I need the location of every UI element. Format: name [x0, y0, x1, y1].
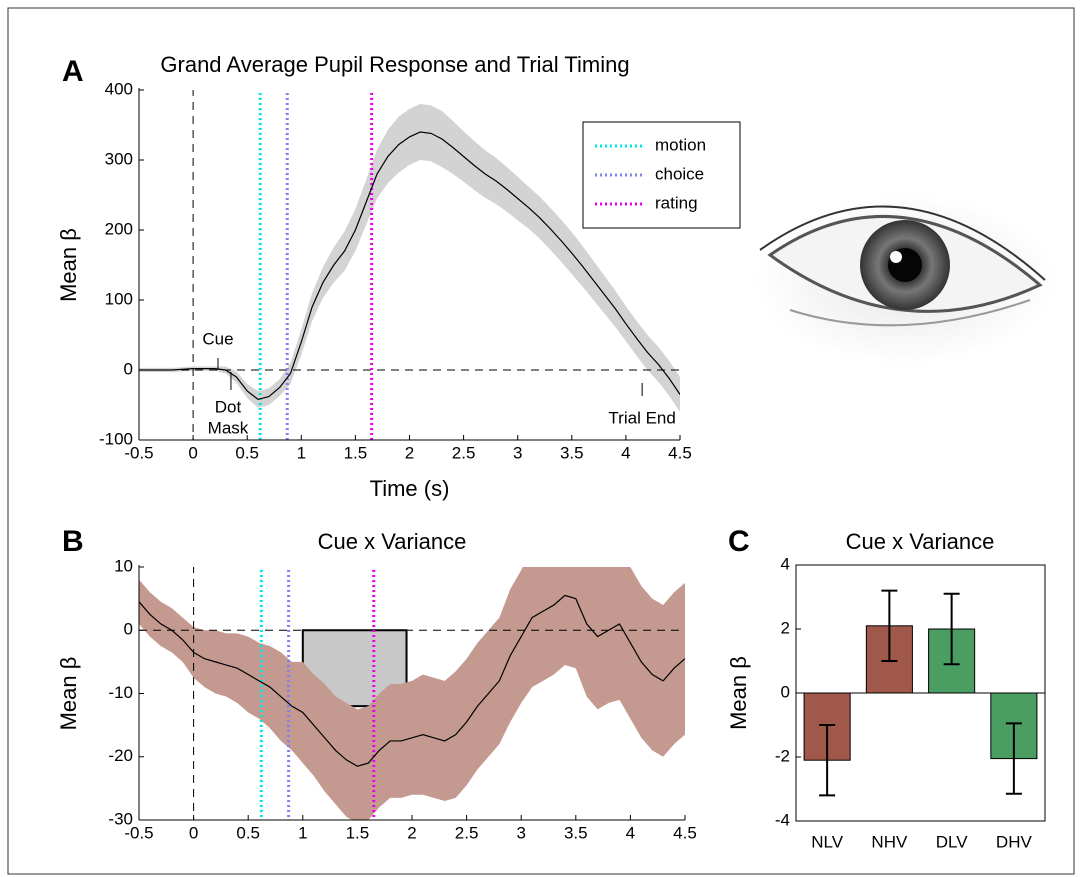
- x-tick-label: 0.5: [236, 823, 260, 842]
- y-axis-label: Mean β: [56, 228, 81, 302]
- x-tick-label: 2.5: [452, 443, 476, 462]
- x-tick-label: 2.5: [455, 823, 479, 842]
- y-tick-label: -2: [775, 746, 790, 765]
- figure: A Grand Average Pupil Response and Trial …: [0, 0, 1083, 877]
- annotation: Trial End: [608, 408, 675, 427]
- x-tick-label: 4.5: [668, 443, 692, 462]
- x-tick-label: 0: [188, 443, 197, 462]
- legend-label: choice: [655, 164, 704, 183]
- x-tick-label: NLV: [811, 832, 843, 851]
- panel-label: B: [62, 525, 84, 558]
- annotation: Dot: [215, 397, 242, 416]
- error-band: [139, 526, 685, 823]
- y-tick-label: 0: [124, 359, 133, 378]
- x-tick-label: 1.5: [344, 443, 368, 462]
- x-tick-label: 3: [513, 443, 522, 462]
- y-tick-label: 300: [105, 149, 133, 168]
- y-axis-label: Mean β: [56, 657, 81, 731]
- x-tick-label: 3: [516, 823, 525, 842]
- legend-label: rating: [655, 193, 698, 212]
- x-tick-label: 2: [405, 443, 414, 462]
- y-axis-label: Mean β: [726, 656, 751, 730]
- x-tick-label: 4.5: [673, 823, 697, 842]
- chart-title: Grand Average Pupil Response and Trial T…: [160, 52, 629, 77]
- y-tick-label: 0: [124, 620, 133, 639]
- x-tick-label: 1.5: [346, 823, 370, 842]
- y-tick-label: -4: [775, 810, 790, 829]
- x-tick-label: 1: [298, 823, 307, 842]
- y-tick-label: -10: [108, 683, 133, 702]
- x-tick-label: 4: [621, 443, 630, 462]
- x-tick-label: 3.5: [564, 823, 588, 842]
- legend-label: motion: [655, 135, 706, 154]
- panel-label: A: [62, 55, 84, 88]
- frame: [8, 8, 1074, 874]
- x-tick-label: DHV: [996, 832, 1033, 851]
- y-tick-label: 10: [114, 556, 133, 575]
- x-tick-label: DLV: [936, 832, 968, 851]
- panel-label: C: [728, 525, 750, 558]
- y-tick-label: 4: [781, 554, 790, 573]
- x-tick-label: 4: [626, 823, 635, 842]
- y-tick-label: 100: [105, 289, 133, 308]
- eye-illustration: [755, 195, 1055, 365]
- x-tick-label: 0.5: [235, 443, 259, 462]
- annotation: Mask: [208, 418, 249, 437]
- y-tick-label: 0: [781, 682, 790, 701]
- chart-title: Cue x Variance: [318, 529, 467, 554]
- y-tick-label: -20: [108, 746, 133, 765]
- x-tick-label: 0: [189, 823, 198, 842]
- chart-title: Cue x Variance: [846, 529, 995, 554]
- x-axis-label: Time (s): [370, 476, 450, 501]
- y-tick-label: 200: [105, 219, 133, 238]
- y-tick-label: 2: [781, 618, 790, 637]
- x-tick-label: NHV: [871, 832, 908, 851]
- annotation: Cue: [202, 329, 233, 348]
- y-tick-label: 400: [105, 79, 133, 98]
- x-tick-label: -0.5: [124, 443, 153, 462]
- x-tick-label: 2: [407, 823, 416, 842]
- plot-area: [139, 526, 685, 823]
- x-tick-label: 3.5: [560, 443, 584, 462]
- x-tick-label: -0.5: [124, 823, 153, 842]
- x-tick-label: 1: [297, 443, 306, 462]
